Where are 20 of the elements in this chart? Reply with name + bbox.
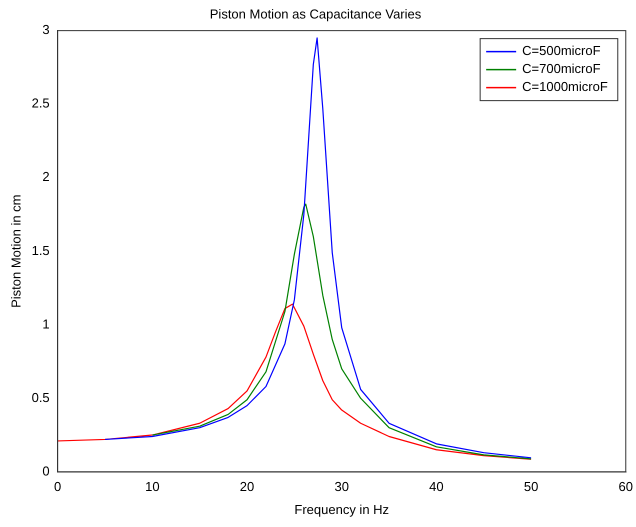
- x-tick-label: 30: [334, 479, 349, 494]
- y-tick-label: 3: [42, 22, 50, 38]
- x-tick-label: 0: [54, 479, 62, 494]
- legend-label: C=500microF: [522, 43, 601, 58]
- x-tick-label: 50: [524, 479, 538, 494]
- y-tick-label: 0: [42, 463, 50, 478]
- y-tick-label: 1: [42, 316, 50, 332]
- legend-label: C=700microF: [522, 61, 601, 76]
- legend-label: C=1000microF: [522, 79, 608, 94]
- y-tick-label: 2.5: [32, 96, 50, 111]
- chart-title: Piston Motion as Capacitance Varies: [210, 6, 422, 22]
- y-axis-title: Piston Motion in cm: [8, 194, 24, 308]
- x-tick-label: 40: [429, 479, 444, 494]
- y-tick-label: 1.5: [32, 242, 50, 258]
- x-tick-label: 20: [240, 479, 254, 494]
- y-tick-label: 2: [42, 169, 50, 184]
- x-tick-label: 10: [145, 479, 160, 494]
- x-tick-label: 60: [618, 479, 634, 494]
- y-tick-label: 0.5: [32, 390, 50, 405]
- x-axis-title: Frequency in Hz: [294, 502, 390, 517]
